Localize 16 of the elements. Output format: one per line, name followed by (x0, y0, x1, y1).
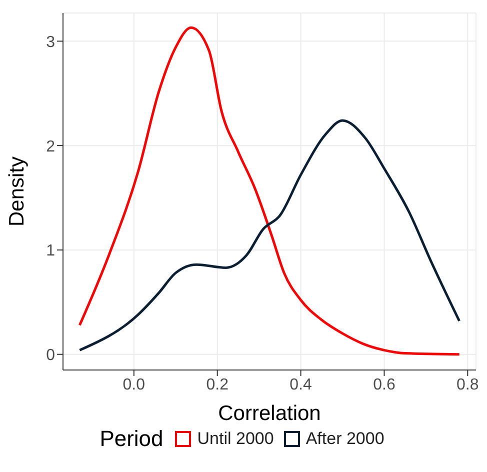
legend-label: Until 2000 (197, 429, 274, 449)
y-tick-label: 3 (46, 34, 56, 51)
x-tick-label: 0.6 (373, 376, 396, 394)
y-tick-label: 0 (46, 347, 56, 364)
line-series (78, 26, 461, 356)
y-tick-label: 1 (46, 242, 56, 260)
legend-title: Period (100, 426, 164, 452)
y-tick-label: 2 (46, 138, 56, 156)
x-tick-label: 0.0 (122, 376, 146, 394)
x-tick-label: 0.2 (206, 376, 229, 394)
x-axis-title: Correlation (218, 402, 321, 425)
line-series (78, 119, 461, 352)
legend-label: After 2000 (306, 429, 384, 449)
x-tick-label: 0.8 (456, 376, 479, 394)
y-axis-title: Density (5, 156, 28, 227)
x-tick-label: 0.4 (290, 376, 312, 394)
